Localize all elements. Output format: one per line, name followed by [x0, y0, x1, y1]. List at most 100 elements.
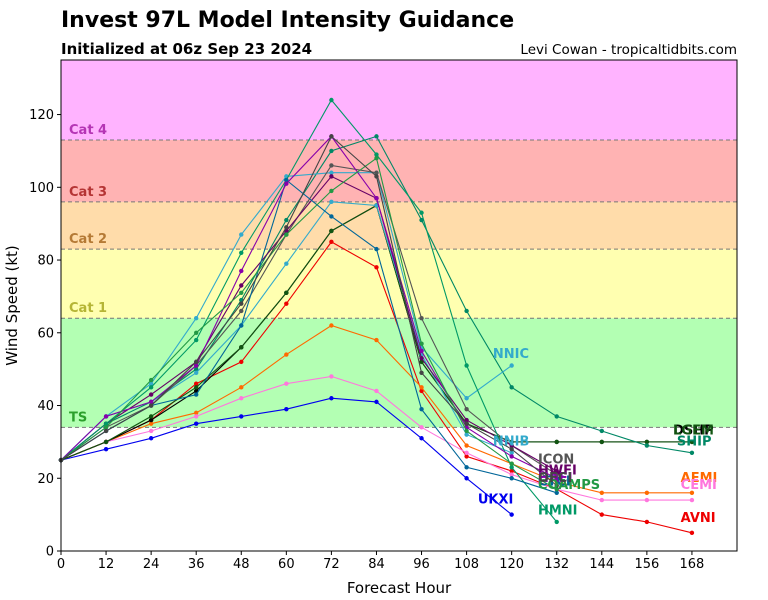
series-label-avni: AVNI	[681, 511, 716, 526]
series-label-hwfi: HWFI	[538, 464, 577, 479]
point-hwfi	[329, 174, 334, 179]
point-hwfi	[239, 283, 244, 288]
point-cemi	[689, 497, 695, 503]
point-ofci	[374, 174, 379, 179]
series-label-hmni: HMNI	[538, 504, 578, 519]
point-avni	[689, 530, 695, 536]
point-aemi	[464, 443, 469, 448]
x-axis-label: Forecast Hour	[347, 579, 452, 597]
point-ctci	[239, 323, 244, 328]
x-tick-label: 24	[143, 557, 160, 572]
point-nnic	[329, 170, 334, 175]
point-cemi	[419, 425, 424, 430]
series-label-cemi: CEMI	[681, 478, 717, 493]
point-nnic	[239, 232, 244, 237]
series-label-icon: ICON	[538, 453, 574, 468]
point-nnic	[464, 396, 469, 401]
point-avni	[329, 239, 334, 245]
point-ship	[464, 308, 469, 314]
series-label-ctci: CTCI	[538, 475, 571, 490]
x-tick-label: 144	[589, 557, 614, 572]
band-label-cat-1: Cat 1	[69, 301, 107, 316]
point-coamps	[239, 290, 244, 295]
point-cemi	[194, 414, 199, 419]
band-cat-4	[61, 60, 737, 141]
point-ofci	[148, 403, 154, 408]
point-icon	[554, 472, 559, 477]
point-aemi	[599, 490, 604, 496]
point-avni	[194, 381, 199, 386]
point-aemi	[374, 337, 379, 343]
point-coamps	[419, 341, 424, 346]
point-lgem	[554, 439, 559, 445]
y-tick-label: 120	[29, 108, 54, 123]
point-ship	[644, 443, 650, 448]
point-ctci	[284, 177, 289, 183]
point-aemi	[419, 385, 424, 390]
x-tick-label: 120	[499, 557, 524, 572]
series-label-nnic: NNIC	[493, 347, 529, 362]
point-aemi	[689, 490, 695, 496]
point-ukxi	[284, 406, 289, 412]
point-hmni	[464, 363, 469, 368]
point-ofci	[419, 370, 424, 375]
point-lgem	[419, 359, 424, 365]
point-lgem	[644, 439, 650, 445]
series-label-hafi: HAFI	[538, 471, 573, 486]
point-ofci	[509, 446, 514, 452]
point-aemi	[329, 323, 334, 328]
point-lgem	[103, 439, 109, 445]
point-ukxi	[239, 414, 244, 419]
point-ofci	[284, 225, 289, 230]
point-hwfi	[554, 468, 559, 474]
point-ship	[284, 217, 289, 223]
series-label-coamps: COAMPS	[538, 478, 600, 493]
point-hwfi	[464, 417, 469, 423]
point-aemi	[284, 352, 289, 357]
point-ship	[419, 217, 424, 223]
point-avni	[284, 301, 289, 306]
series-line-hafi	[60, 135, 557, 479]
point-ctci	[464, 465, 469, 470]
series-label-dshp: DSHP	[673, 424, 714, 439]
point-icon	[419, 316, 424, 321]
point-ukxi	[103, 446, 109, 452]
point-avni	[374, 265, 379, 270]
band-label-cat-2: Cat 2	[69, 232, 107, 247]
point-coamps	[554, 486, 559, 492]
point-lgem	[239, 345, 244, 350]
point-aemi	[239, 385, 244, 390]
point-nnib	[509, 450, 514, 455]
point-avni	[509, 468, 514, 474]
point-ship	[329, 148, 334, 154]
point-icon	[239, 308, 244, 314]
point-nnic	[194, 316, 199, 321]
point-aemi	[644, 490, 650, 496]
point-lgem	[689, 439, 695, 445]
point-hmni	[103, 421, 109, 426]
point-ship	[554, 414, 559, 419]
point-ukxi	[329, 396, 334, 401]
x-tick-label: 168	[680, 557, 705, 572]
point-avni	[599, 512, 604, 517]
point-hmni	[419, 210, 424, 215]
point-coamps	[464, 428, 469, 434]
point-icon	[329, 163, 334, 168]
series-line-hwfi	[60, 175, 557, 472]
point-aemi	[194, 410, 199, 415]
x-tick-label: 60	[278, 557, 295, 572]
point-nnic	[148, 381, 154, 386]
point-hmni	[148, 385, 154, 390]
point-hmni	[239, 250, 244, 255]
y-tick-label: 40	[37, 399, 54, 414]
point-aemi	[554, 479, 559, 485]
point-hwfi	[509, 443, 514, 448]
point-cemi	[284, 381, 289, 386]
point-hafi	[509, 454, 514, 459]
point-ofci	[554, 483, 559, 488]
point-nnic	[509, 363, 514, 368]
series-label-ship: SHIP	[677, 435, 712, 450]
y-tick-label: 0	[46, 545, 54, 560]
band-cat-3	[61, 140, 737, 202]
point-hwfi	[148, 392, 154, 397]
